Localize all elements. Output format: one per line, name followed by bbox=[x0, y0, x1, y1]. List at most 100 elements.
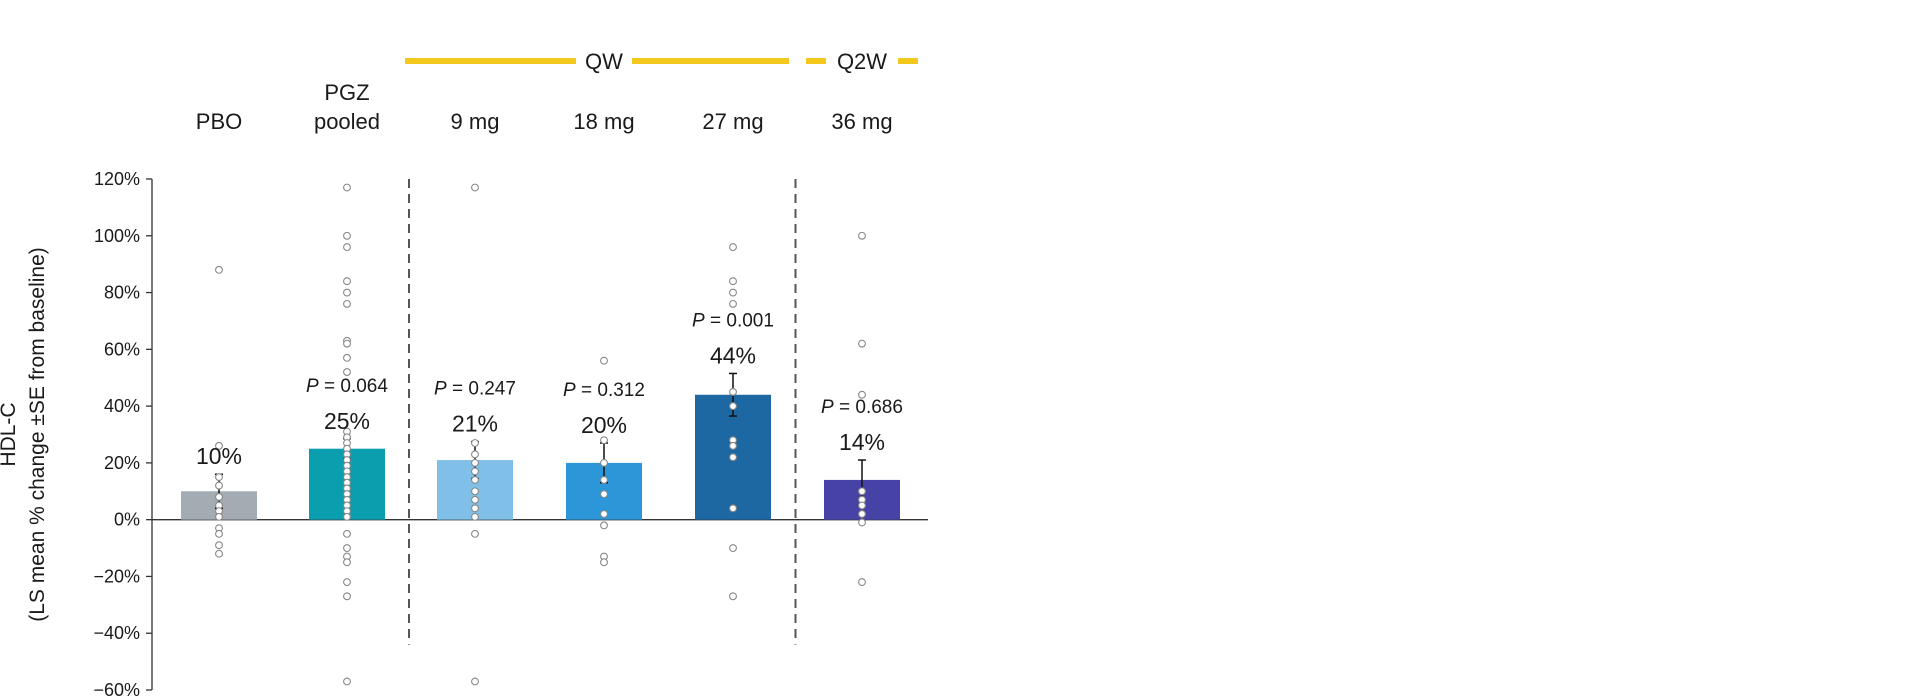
category-label: PBO bbox=[196, 109, 242, 134]
data-point bbox=[343, 592, 351, 601]
data-point bbox=[215, 473, 223, 482]
data-point bbox=[343, 299, 351, 308]
data-point bbox=[343, 183, 351, 192]
category-label: 18 mg bbox=[573, 109, 634, 134]
y-tick-label: 80% bbox=[104, 283, 140, 303]
axes: 120% 100% 80% 60% 40% 20% 0% −20% −40% −60% bbox=[93, 169, 928, 698]
dose-group-headers: QW Q2W bbox=[405, 49, 918, 74]
y-tick-label: −20% bbox=[93, 566, 140, 586]
data-point bbox=[471, 487, 479, 496]
p-value-label: P = 0.001 bbox=[692, 310, 774, 331]
y-axis-title-line: (LS mean % change ±SE from baseline) bbox=[26, 247, 49, 622]
category-label: pooled bbox=[314, 109, 380, 134]
data-point bbox=[343, 231, 351, 240]
data-point bbox=[600, 490, 608, 499]
data-point bbox=[600, 475, 608, 484]
y-tick-label: 20% bbox=[104, 453, 140, 473]
data-point bbox=[600, 510, 608, 518]
data-point bbox=[858, 578, 866, 587]
data-point bbox=[729, 277, 737, 286]
p-value-label: P = 0.312 bbox=[563, 380, 645, 401]
data-point bbox=[343, 677, 351, 686]
y-tick-label: 60% bbox=[104, 339, 140, 359]
data-point bbox=[343, 529, 351, 538]
data-point bbox=[600, 458, 608, 467]
data-point bbox=[729, 544, 737, 553]
bar-value-labels: 10% 25% P = 0.064 21% P = 0.247 20% P = 0.312 4… bbox=[196, 310, 903, 469]
bars bbox=[181, 394, 900, 520]
data-point bbox=[729, 441, 737, 450]
data-point bbox=[343, 339, 351, 348]
data-point bbox=[215, 512, 223, 521]
data-point bbox=[343, 512, 351, 521]
y-tick-label: −40% bbox=[93, 623, 140, 643]
data-point bbox=[215, 541, 223, 550]
data-point bbox=[600, 436, 608, 445]
group-label: QW bbox=[585, 49, 623, 74]
y-tick-label: −60% bbox=[93, 680, 140, 698]
data-point bbox=[858, 339, 866, 348]
y-tick-label: 0% bbox=[114, 510, 140, 530]
data-point bbox=[215, 441, 223, 450]
data-point bbox=[729, 243, 737, 252]
y-axis-title-line: HDL-C bbox=[0, 402, 20, 466]
data-point bbox=[858, 390, 866, 399]
data-point bbox=[343, 277, 351, 286]
data-point bbox=[471, 475, 479, 484]
data-point bbox=[600, 521, 608, 530]
data-point bbox=[471, 495, 479, 504]
bar-value-label: 21% bbox=[452, 411, 498, 437]
individual-points bbox=[215, 183, 866, 686]
y-tick-label: 120% bbox=[94, 169, 140, 189]
y-tick-label: 40% bbox=[104, 396, 140, 416]
p-value-label: P = 0.686 bbox=[821, 397, 903, 418]
category-labels: PBO PGZ pooled 9 mg 18 mg 27 mg 36 mg bbox=[196, 80, 893, 134]
data-point bbox=[729, 387, 737, 396]
bar-value-label: 14% bbox=[839, 429, 885, 455]
data-point bbox=[858, 510, 866, 518]
data-point bbox=[215, 549, 223, 558]
y-axis-title: HDL-C (LS mean % change ±SE from baseline… bbox=[0, 247, 49, 622]
group-label: Q2W bbox=[837, 49, 887, 74]
data-point bbox=[729, 592, 737, 601]
bar-value-label: 10% bbox=[196, 443, 242, 469]
data-point bbox=[343, 243, 351, 252]
data-point bbox=[858, 501, 866, 510]
data-point bbox=[600, 356, 608, 365]
data-point bbox=[471, 529, 479, 538]
data-point bbox=[215, 529, 223, 538]
p-value-label: P = 0.064 bbox=[306, 376, 388, 397]
bar-value-label: 20% bbox=[581, 412, 627, 438]
data-point bbox=[729, 288, 737, 297]
p-value-label: P = 0.247 bbox=[434, 379, 516, 400]
data-point bbox=[343, 578, 351, 587]
data-point bbox=[471, 439, 479, 447]
category-label: 36 mg bbox=[831, 109, 892, 134]
data-point bbox=[343, 353, 351, 362]
data-point bbox=[471, 183, 479, 192]
data-point bbox=[471, 450, 479, 459]
group-separators bbox=[408, 179, 797, 645]
data-point bbox=[858, 231, 866, 240]
data-point bbox=[471, 677, 479, 686]
data-point bbox=[215, 481, 223, 490]
data-point bbox=[343, 558, 351, 567]
data-point bbox=[343, 288, 351, 297]
data-point bbox=[343, 368, 351, 376]
data-point bbox=[858, 487, 866, 496]
data-point bbox=[215, 265, 223, 274]
data-point bbox=[729, 504, 737, 513]
data-point bbox=[729, 402, 737, 411]
data-point bbox=[343, 544, 351, 553]
data-point bbox=[858, 518, 866, 527]
data-point bbox=[600, 558, 608, 567]
bar-value-label: 44% bbox=[710, 342, 756, 368]
bar-value-label: 25% bbox=[324, 408, 370, 434]
y-tick-label: 100% bbox=[94, 226, 140, 246]
data-point bbox=[729, 299, 737, 308]
data-point bbox=[215, 493, 223, 501]
data-point bbox=[471, 467, 479, 476]
data-point bbox=[471, 458, 479, 467]
data-point bbox=[729, 453, 737, 462]
